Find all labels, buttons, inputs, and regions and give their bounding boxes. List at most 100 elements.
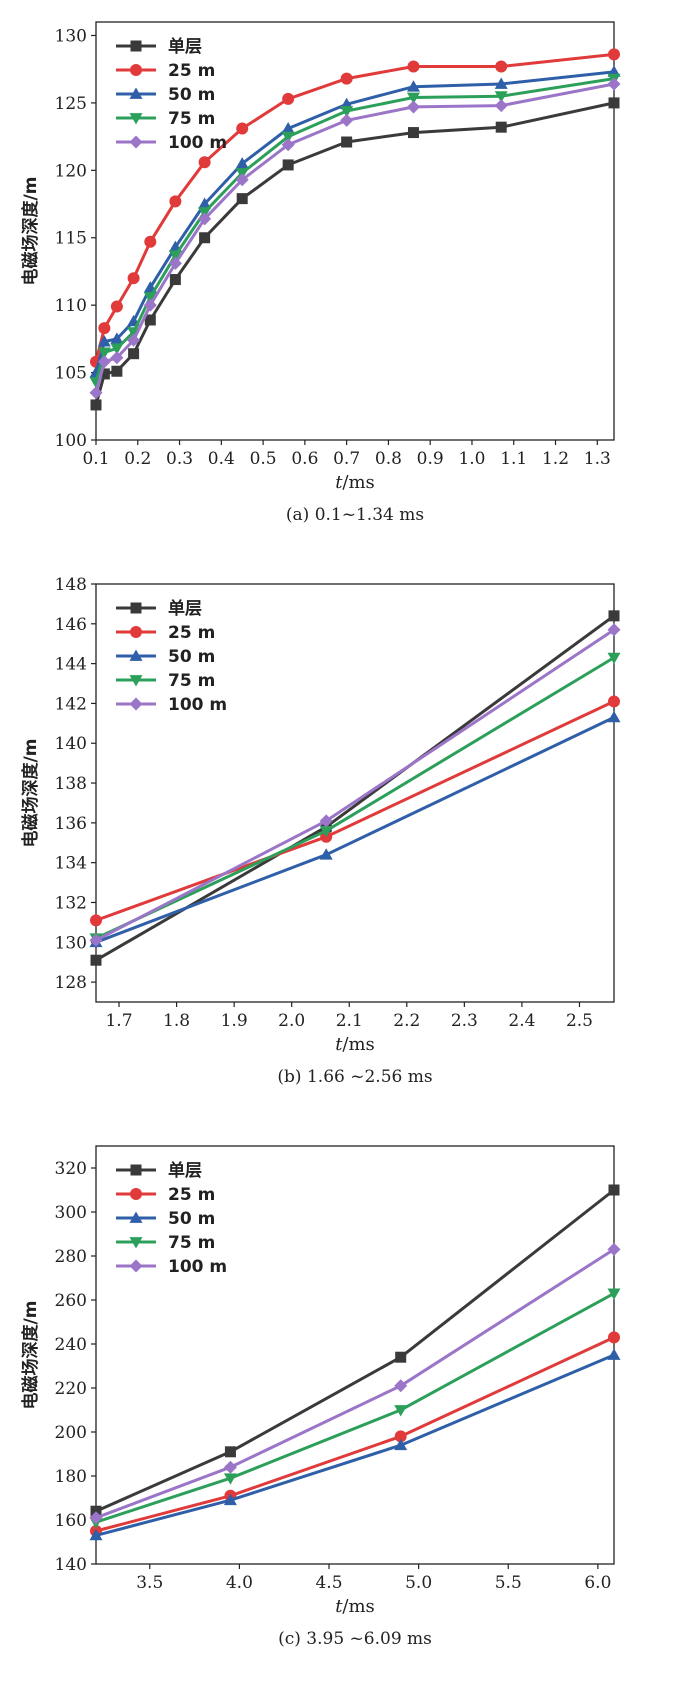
- data-point: [281, 122, 295, 134]
- data-point: [235, 173, 249, 187]
- x-tick-label: 0.6: [291, 449, 318, 469]
- data-point: [90, 1505, 102, 1517]
- x-tick-label: 0.7: [333, 449, 360, 469]
- data-point: [608, 97, 620, 109]
- chart-c: 140 160 180 200 220 240 260 280 300 320 3.5 4.0 4.5 5…: [20, 1145, 621, 1649]
- data-point: [607, 77, 621, 91]
- legend-marker-2: [129, 87, 143, 99]
- data-point: [607, 1288, 621, 1300]
- y-tick-label: 105: [55, 364, 87, 384]
- data-point: [607, 710, 621, 723]
- legend-label-4: 100 m: [168, 133, 227, 153]
- data-point: [223, 1493, 237, 1506]
- x-tick-label: 2.1: [336, 1011, 363, 1031]
- x-tick-label: 0.9: [417, 449, 444, 469]
- data-point: [90, 399, 102, 411]
- series-line-0: [95, 1188, 615, 1513]
- x-tick-label: 2.2: [393, 1011, 420, 1031]
- data-point: [169, 195, 182, 208]
- data-point: [98, 368, 110, 380]
- data-point: [608, 695, 620, 708]
- x-tick-label: 6.0: [584, 1573, 611, 1593]
- y-tick-label: 200: [55, 1423, 87, 1443]
- x-tick-label: 0.8: [375, 449, 402, 469]
- data-point: [110, 343, 124, 355]
- data-point: [236, 122, 249, 135]
- data-layer: [89, 48, 621, 411]
- data-point: [495, 121, 507, 133]
- legend-marker-4: [129, 697, 143, 711]
- x-tick-label: 0.3: [166, 449, 193, 469]
- y-tick-label: 130: [55, 26, 87, 46]
- data-point: [89, 1511, 103, 1525]
- chart-caption: (b) 1.66 ~2.56 ms: [277, 1067, 432, 1087]
- data-point: [319, 848, 333, 860]
- data-point: [223, 1460, 237, 1474]
- x-tick-label: 5.0: [405, 1573, 432, 1593]
- x-axis-label: t/ms: [335, 1596, 375, 1617]
- legend-label-2: 50 m: [168, 1209, 215, 1229]
- legend-marker-3: [129, 1237, 143, 1249]
- chart-b: 128 130 132 134 136 138 140 142 144 146 148 1.7 1.8 1…: [20, 575, 621, 1087]
- data-point: [608, 48, 620, 61]
- x-tick-label: 1.1: [500, 449, 527, 469]
- data-point: [97, 347, 111, 359]
- y-tick-label: 300: [55, 1203, 87, 1223]
- y-axis-label: 电磁场深度/m: [20, 739, 41, 848]
- data-point: [198, 156, 211, 169]
- data-point: [394, 1438, 408, 1451]
- data-point: [236, 193, 248, 205]
- x-tick-label: 3.5: [136, 1573, 163, 1593]
- x-tick-label: 4.0: [226, 1573, 253, 1593]
- data-point: [341, 136, 353, 148]
- data-point: [198, 212, 212, 226]
- legend-label-4: 100 m: [168, 1257, 227, 1277]
- data-point: [281, 138, 295, 152]
- chart-a: 100 105 110 115 120 125 130 0.1 0.2 0.3 0.4 0.5 0.6 0…: [20, 21, 621, 525]
- data-point: [607, 1348, 621, 1360]
- data-point: [143, 292, 157, 304]
- y-axis-label: 电磁场深度/m: [20, 1301, 41, 1410]
- data-point: [406, 92, 420, 105]
- y-tick-label: 140: [55, 734, 87, 754]
- y-tick-label: 130: [55, 933, 87, 953]
- data-point: [406, 80, 420, 92]
- legend-marker-1: [130, 626, 142, 638]
- data-point: [495, 60, 508, 73]
- legend-label-1: 25 m: [168, 1185, 215, 1205]
- x-tick-label: 0.2: [124, 449, 151, 469]
- y-tick-label: 240: [55, 1335, 87, 1355]
- data-point: [281, 131, 295, 144]
- legend-marker-0: [130, 1164, 142, 1176]
- x-tick-label: 1.9: [221, 1011, 248, 1031]
- y-tick-label: 320: [55, 1159, 87, 1179]
- data-point: [340, 106, 354, 118]
- y-tick-label: 144: [55, 655, 87, 675]
- legend-marker-0: [130, 40, 142, 52]
- legend-marker-4: [129, 135, 143, 149]
- y-axis-label: 电磁场深度/m: [20, 177, 41, 286]
- series-line-3: [95, 1292, 615, 1524]
- legend-label-2: 50 m: [168, 85, 215, 105]
- series-line-4: [94, 82, 615, 394]
- x-tick-label: 1.8: [163, 1011, 190, 1031]
- data-point: [235, 157, 249, 169]
- data-point: [395, 1351, 407, 1363]
- data-point: [494, 99, 508, 113]
- data-point: [407, 60, 420, 73]
- data-point: [110, 300, 123, 313]
- x-axis-label-unit: /ms: [342, 1034, 374, 1055]
- legend-marker-2: [129, 649, 143, 661]
- data-point: [168, 256, 182, 270]
- y-tick-label: 132: [55, 893, 87, 913]
- legend-label-3: 75 m: [168, 671, 215, 691]
- legend-label-0: 单层: [168, 598, 202, 619]
- y-tick-label: 100: [55, 431, 87, 451]
- data-point: [319, 825, 333, 838]
- series-line-1: [95, 700, 615, 922]
- series-line-0: [95, 614, 615, 962]
- legend-label-4: 100 m: [168, 695, 227, 715]
- data-point: [394, 1430, 407, 1443]
- series-line-1: [95, 1336, 615, 1533]
- x-tick-label: 2.4: [508, 1011, 535, 1031]
